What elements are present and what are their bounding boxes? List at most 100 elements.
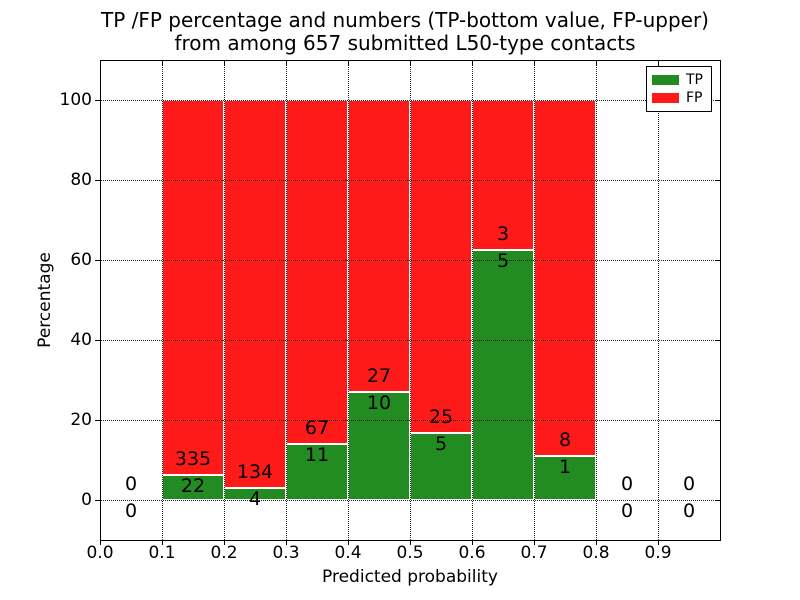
label-tp-count-0-0.1: 0 — [124, 500, 138, 522]
y-tick-label-100: 100 — [59, 90, 92, 110]
x-tick-bottom-0.1 — [162, 540, 163, 545]
gridline-y-80 — [100, 180, 720, 181]
bar-fp-0.6-0.7 — [472, 100, 534, 250]
x-tick-top-0.8 — [596, 61, 597, 66]
x-tick-label-0.5: 0.5 — [396, 543, 424, 563]
label-fp-count-0.9-1: 0 — [682, 473, 696, 495]
chart-title: TP /FP percentage and numbers (TP-bottom… — [95, 9, 715, 55]
right-spine — [720, 60, 721, 541]
label-tp-count-0.6-0.7: 5 — [496, 250, 510, 272]
gridlines-layer — [100, 60, 720, 540]
label-fp-count-0.7-0.8: 8 — [558, 428, 572, 451]
y-tick-label-20: 20 — [70, 410, 92, 430]
left-spine — [100, 60, 101, 541]
x-tick-top-0.6 — [472, 61, 473, 66]
label-tp-count-0.7-0.8: 1 — [558, 455, 572, 478]
label-fp-count-0.2-0.3: 134 — [236, 461, 274, 484]
x-tick-bottom-0.2 — [224, 540, 225, 545]
x-tick-top-0.3 — [286, 61, 287, 66]
bar-tp-0.3-0.4 — [286, 443, 348, 500]
x-tick-bottom-0.9 — [658, 540, 659, 545]
bar-fp-0.5-0.6 — [410, 100, 472, 434]
y-tick-label-80: 80 — [70, 170, 92, 190]
y-tick-right-100 — [715, 100, 720, 101]
label-tp-count-0.4-0.5: 10 — [366, 391, 392, 414]
y-axis-label: Percentage — [35, 252, 55, 348]
label-tp-count-0.3-0.4: 11 — [304, 443, 330, 466]
x-tick-top-0.2 — [224, 61, 225, 66]
bar-fp-0.7-0.8 — [534, 100, 596, 456]
y-tick-label-60: 60 — [70, 250, 92, 270]
y-tick-right-20 — [715, 420, 720, 421]
bar-fp-0.1-0.2 — [162, 100, 224, 476]
label-fp-count-0.4-0.5: 27 — [366, 364, 392, 387]
y-tick-left-60 — [95, 260, 100, 261]
label-tp-count-0.5-0.6: 5 — [434, 433, 448, 456]
y-tick-right-80 — [715, 180, 720, 181]
top-spine — [100, 60, 720, 61]
label-fp-count-0.8-0.9: 0 — [620, 473, 634, 495]
gridline-x-0.4 — [348, 60, 349, 540]
plot-area: 0 0 335 22 134 4 67 11 27 10 25 5 3 5 8 1 0 0 0 0 — [100, 60, 720, 540]
bars-layer — [100, 60, 720, 540]
y-tick-left-100 — [95, 100, 100, 101]
x-tick-top-0.1 — [162, 61, 163, 66]
label-fp-count-0-0.1: 0 — [124, 473, 138, 495]
y-tick-left-0 — [95, 500, 100, 501]
label-fp-count-0.5-0.6: 25 — [428, 406, 454, 429]
chart-title-line2: from among 657 submitted L50-type contac… — [174, 31, 636, 55]
x-axis-label: Predicted probability — [322, 567, 498, 587]
x-tick-bottom-0.4 — [348, 540, 349, 545]
gridline-x-0.7 — [534, 60, 535, 540]
gridline-x-0.8 — [596, 60, 597, 540]
y-tick-left-40 — [95, 340, 100, 341]
bar-tp-0.5-0.6 — [410, 433, 472, 500]
bar-fp-0.4-0.5 — [348, 100, 410, 392]
gridline-y-40 — [100, 340, 720, 341]
gridline-x-0.6 — [472, 60, 473, 540]
x-tick-bottom-0.3 — [286, 540, 287, 545]
label-fp-count-0.3-0.4: 67 — [304, 416, 330, 439]
y-tick-right-0 — [715, 500, 720, 501]
label-tp-count-0.2-0.3: 4 — [248, 488, 262, 511]
gridline-x-0.2 — [224, 60, 225, 540]
gridline-x-0.1 — [162, 60, 163, 540]
y-tick-left-20 — [95, 420, 100, 421]
legend: TP FP — [646, 66, 712, 112]
legend-entry-fp: FP — [652, 91, 706, 105]
x-tick-bottom-0.7 — [534, 540, 535, 545]
chart-title-line1: TP /FP percentage and numbers (TP-bottom… — [101, 8, 709, 32]
gridline-x-0.5 — [410, 60, 411, 540]
x-tick-label-0.8: 0.8 — [582, 543, 610, 563]
label-fp-count-0.1-0.2: 335 — [174, 448, 212, 471]
gridline-y-60 — [100, 260, 720, 261]
gridline-y-20 — [100, 420, 720, 421]
annotations-layer: 0 0 335 22 134 4 67 11 27 10 25 5 3 5 8 1 0 0 0 0 — [100, 60, 720, 540]
legend-swatch-fp — [652, 92, 679, 103]
y-tick-right-60 — [715, 260, 720, 261]
x-tick-top-0.0 — [100, 61, 101, 66]
y-tick-label-40: 40 — [70, 330, 92, 350]
legend-label-fp: FP — [686, 89, 703, 106]
y-tick-right-40 — [715, 340, 720, 341]
legend-entry-tp: TP — [652, 73, 706, 87]
x-tick-top-0.4 — [348, 61, 349, 66]
x-tick-label-0.0: 0.0 — [86, 543, 114, 563]
x-tick-label-0.3: 0.3 — [272, 543, 300, 563]
x-tick-top-0.5 — [410, 61, 411, 66]
gridline-y-100 — [100, 100, 720, 101]
x-tick-label-0.1: 0.1 — [148, 543, 176, 563]
bar-tp-0.1-0.2 — [162, 475, 224, 500]
x-tick-label-0.4: 0.4 — [334, 543, 362, 563]
label-tp-count-0.1-0.2: 22 — [180, 475, 206, 498]
gridline-x-0.3 — [286, 60, 287, 540]
x-tick-label-0.2: 0.2 — [210, 543, 238, 563]
x-tick-bottom-0.0 — [100, 540, 101, 545]
x-tick-top-0.9 — [658, 61, 659, 66]
bar-fp-0.2-0.3 — [224, 100, 286, 489]
y-tick-left-80 — [95, 180, 100, 181]
y-tick-label-0: 0 — [81, 490, 92, 510]
x-tick-label-0.7: 0.7 — [520, 543, 548, 563]
label-tp-count-0.8-0.9: 0 — [620, 500, 634, 522]
x-tick-bottom-0.5 — [410, 540, 411, 545]
